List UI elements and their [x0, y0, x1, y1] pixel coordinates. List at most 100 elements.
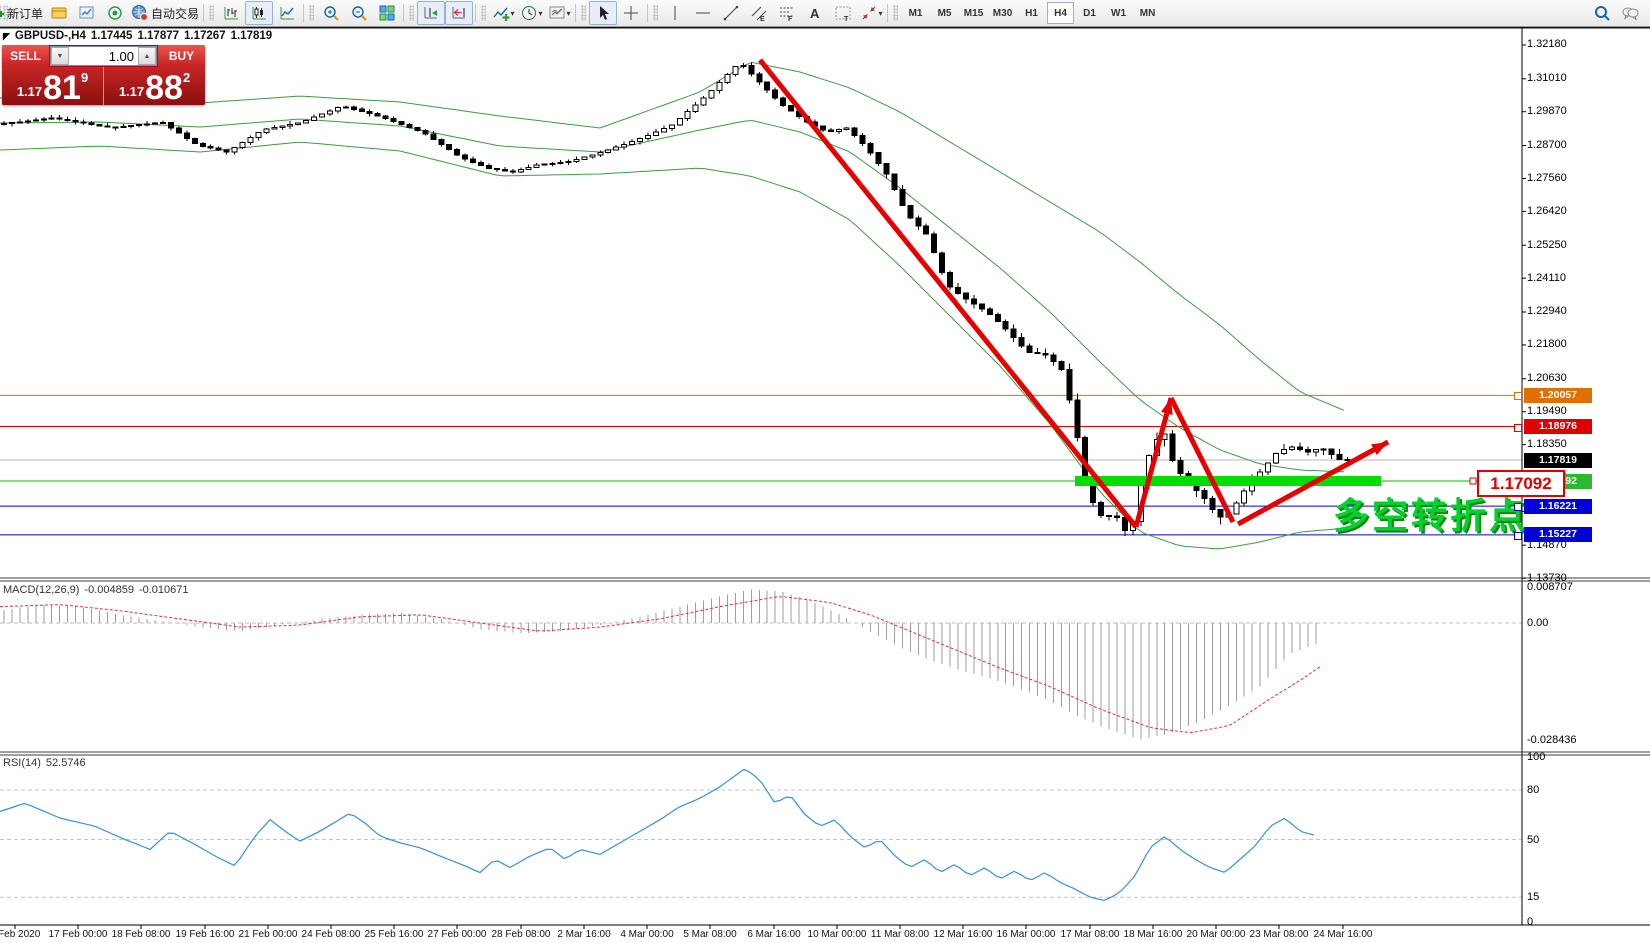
macd-label: MACD(12,26,9) — [3, 584, 80, 596]
tf-button-H4[interactable]: H4 — [1047, 2, 1075, 24]
candles — [1, 62, 1351, 536]
trendline-button[interactable] — [717, 1, 745, 25]
new-order-label: 新订单 — [7, 6, 44, 21]
hline-icon — [696, 12, 711, 14]
toolbar-drag-handle[interactable] — [581, 5, 587, 21]
auto-trading-button[interactable]: 自动交易 — [129, 1, 201, 25]
bar-chart-button[interactable] — [217, 1, 245, 25]
new-order-icon — [0, 5, 4, 20]
candles-icon — [252, 7, 267, 20]
toolbar-drag-handle[interactable] — [209, 5, 215, 21]
text-label-button[interactable]: T — [829, 1, 857, 25]
fibonacci-button[interactable]: F — [773, 1, 801, 25]
sell-price-pip: 9 — [80, 70, 89, 85]
svg-text:A: A — [810, 6, 820, 21]
svg-text:E: E — [760, 16, 765, 22]
auto-scroll-button[interactable] — [417, 1, 446, 25]
chart-list-button[interactable] — [45, 1, 73, 25]
labelT-icon: T — [835, 6, 851, 22]
tline-icon — [723, 5, 739, 21]
svg-text:T: T — [844, 16, 849, 22]
toolbar-drag-handle[interactable] — [481, 5, 487, 21]
buy-price-pip: 2 — [182, 70, 191, 85]
crosshair-button[interactable] — [617, 1, 645, 25]
channel-icon: E — [751, 6, 767, 22]
toolbar-separator — [403, 4, 405, 22]
sell-button[interactable]: SELL — [2, 45, 49, 67]
zoom-in-button[interactable] — [317, 1, 345, 25]
toolbar-drag-handle[interactable] — [893, 5, 899, 21]
buy-button[interactable]: BUY — [158, 45, 205, 67]
sell-price-prefix: 1.17 — [16, 84, 43, 99]
toolbar-drag-handle[interactable] — [3, 5, 8, 21]
tf-button-MN[interactable]: MN — [1139, 7, 1156, 19]
profiles-button[interactable] — [73, 1, 101, 25]
autoscroll-icon — [424, 7, 438, 19]
symbol-header: ◤ GBPUSD-,H4 1.17445 1.17877 1.17267 1.1… — [3, 30, 272, 42]
indicator-icon — [492, 7, 510, 21]
indicators-button[interactable]: ▾ — [489, 1, 517, 25]
zoom-out-button[interactable] — [345, 1, 373, 25]
line-chart-button[interactable] — [273, 1, 301, 25]
macd-value-main: -0.004859 — [84, 584, 134, 596]
toolbar-drag-handle[interactable] — [653, 5, 659, 21]
toolbar-separator — [647, 4, 649, 22]
volume-up-button[interactable]: ▲ — [138, 47, 156, 65]
volume-value[interactable]: 1.00 — [108, 49, 134, 64]
caret-down-icon: ▾ — [510, 8, 515, 18]
toolbar-drag-handle[interactable] — [409, 5, 415, 21]
vertical-line-button[interactable] — [661, 1, 689, 25]
chart-shift-button[interactable] — [445, 1, 474, 25]
tf-button-M5[interactable]: M5 — [937, 7, 952, 19]
tf-button-M30[interactable]: M30 — [992, 7, 1013, 19]
turning-point-note: 多空转折点 — [1333, 496, 1529, 537]
toolbar-separator — [575, 4, 577, 22]
periods-button[interactable]: ▾ — [517, 1, 545, 25]
tf-button-M1[interactable]: M1 — [908, 7, 923, 19]
chat-icon — [1622, 7, 1639, 21]
toolbar-drag-handle[interactable] — [309, 5, 315, 21]
volume-stepper: ▼ 1.00 ▲ — [50, 46, 157, 66]
svg-text:F: F — [788, 16, 793, 22]
candlestick-chart-button[interactable] — [245, 1, 274, 25]
buy-price[interactable]: 1.17 88 2 — [104, 67, 205, 105]
chat-button[interactable] — [1616, 1, 1644, 25]
volume-down-button[interactable]: ▼ — [51, 47, 69, 65]
shift-icon — [452, 7, 466, 19]
toolbar-separator — [203, 4, 205, 22]
tf-button-M15[interactable]: M15 — [963, 7, 984, 19]
price-level-box: 1.17092 — [1477, 470, 1565, 497]
tf-button-H1[interactable]: H1 — [1025, 7, 1038, 19]
search-button[interactable] — [1588, 1, 1616, 25]
signals-button[interactable] — [101, 1, 129, 25]
cursor-button[interactable] — [589, 1, 618, 25]
macd-histogram — [3, 589, 1317, 740]
template-icon — [549, 6, 565, 19]
symbol-marker-icon: ◤ — [3, 30, 10, 41]
text-button[interactable]: A — [801, 1, 829, 25]
macd-value-signal: -0.010671 — [138, 584, 189, 596]
chart-up-icon — [79, 6, 94, 19]
tf-button-D1[interactable]: D1 — [1083, 7, 1096, 19]
tf-button-W1[interactable]: W1 — [1111, 7, 1127, 19]
rsi-value: 52.5746 — [45, 757, 86, 769]
vline-icon — [674, 6, 676, 20]
sell-price[interactable]: 1.17 81 9 — [2, 67, 104, 105]
bars-icon — [224, 7, 239, 20]
horizontal-line-button[interactable] — [689, 1, 717, 25]
toolbar: 新订单 自动交易 ▾ ▾ ▾ E F A T ▾ M1 M5 M15 M30 H1 H4 D1 W1 MN — [0, 0, 1650, 27]
equidistant-channel-button[interactable]: E — [745, 1, 773, 25]
zoom-out-icon — [352, 6, 367, 21]
templates-button[interactable]: ▾ — [545, 1, 573, 25]
symbol-open: 1.17445 — [90, 30, 133, 42]
zoom-in-icon — [324, 6, 339, 21]
autotrade-icon — [132, 5, 149, 21]
new-order-button[interactable]: 新订单 — [0, 1, 45, 25]
buy-price-prefix: 1.17 — [118, 84, 145, 99]
rsi-line — [0, 768, 1315, 901]
symbol-close: 1.17819 — [230, 30, 273, 42]
tile-windows-button[interactable] — [373, 1, 401, 25]
arrows-button[interactable]: ▾ — [857, 1, 885, 25]
search-icon — [1595, 6, 1610, 21]
